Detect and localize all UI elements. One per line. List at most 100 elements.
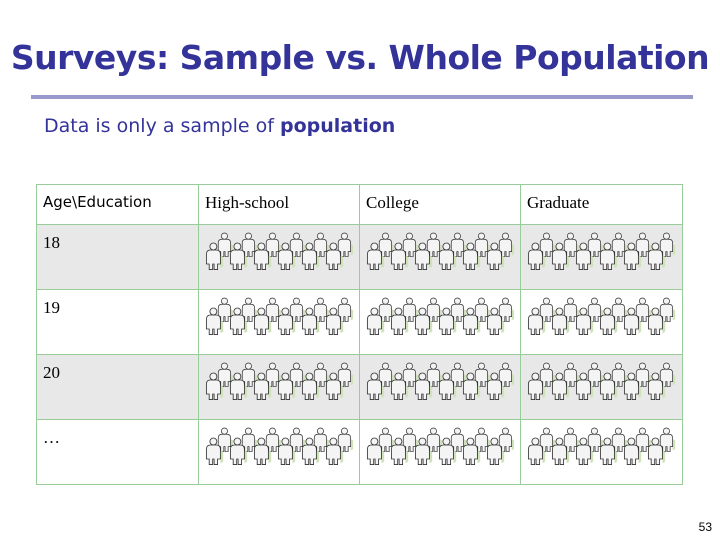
crowd-illustration (366, 362, 515, 401)
person-icon (575, 437, 594, 466)
person-icon (426, 362, 443, 387)
person-icon (623, 307, 642, 336)
age-label: 20 (43, 363, 60, 382)
subtitle-emphasis: population (280, 115, 396, 137)
header-cell: College (359, 184, 521, 225)
person-icon (659, 232, 676, 257)
header-label: Age\Education (43, 193, 152, 211)
person-icon (438, 242, 457, 271)
person-icon (301, 307, 320, 336)
crowd-cell (198, 419, 360, 485)
crowd-illustration (366, 297, 515, 336)
person-icon (265, 427, 282, 452)
person-icon (551, 242, 570, 271)
person-icon (277, 242, 296, 271)
person-icon (217, 297, 234, 322)
person-icon (217, 362, 234, 387)
person-icon (438, 307, 457, 336)
person-icon (647, 307, 666, 336)
person-icon (378, 232, 395, 257)
crowd-illustration (205, 362, 354, 401)
person-icon (277, 307, 296, 336)
person-icon (426, 232, 443, 257)
age-label: 18 (43, 233, 60, 252)
person-icon (402, 362, 419, 387)
person-icon (611, 362, 628, 387)
age-label: 19 (43, 298, 60, 317)
person-icon (527, 307, 546, 336)
age-cell: … (36, 419, 199, 485)
person-icon (635, 232, 652, 257)
crowd-cell (359, 354, 521, 420)
age-cell: 19 (36, 289, 199, 355)
person-icon (241, 232, 258, 257)
person-icon (450, 297, 467, 322)
table-row: … (36, 419, 683, 485)
header-label: Graduate (527, 193, 590, 212)
person-icon (390, 242, 409, 271)
person-icon (438, 372, 457, 401)
person-icon (402, 427, 419, 452)
person-icon (325, 307, 344, 336)
person-icon (289, 232, 306, 257)
person-icon (623, 242, 642, 271)
person-icon (390, 372, 409, 401)
person-icon (575, 242, 594, 271)
person-icon (486, 242, 505, 271)
crowd-cell (520, 224, 683, 290)
table-row: 19 (36, 289, 683, 355)
person-icon (253, 242, 272, 271)
crowd-cell (520, 354, 683, 420)
person-icon (474, 362, 491, 387)
crowd-illustration (205, 232, 354, 271)
person-icon (325, 242, 344, 271)
person-icon (563, 297, 580, 322)
person-icon (301, 372, 320, 401)
person-icon (647, 437, 666, 466)
title-underline (31, 95, 693, 99)
person-icon (205, 372, 224, 401)
person-icon (414, 437, 433, 466)
person-icon (205, 437, 224, 466)
person-icon (623, 372, 642, 401)
crowd-illustration (527, 297, 676, 336)
crowd-illustration (366, 232, 515, 271)
table-row: 18 (36, 224, 683, 290)
table-header-row: Age\Education High-school College Gradua… (36, 184, 683, 225)
slide-title: Surveys: Sample vs. Whole Population (10, 38, 710, 77)
header-cell: Age\Education (36, 184, 199, 225)
person-icon (253, 372, 272, 401)
person-icon (486, 437, 505, 466)
crowd-cell (198, 354, 360, 420)
person-icon (462, 437, 481, 466)
crowd-illustration (205, 297, 354, 336)
crowd-cell (520, 289, 683, 355)
person-icon (498, 427, 515, 452)
crowd-cell (359, 419, 521, 485)
person-icon (253, 437, 272, 466)
person-icon (450, 232, 467, 257)
person-icon (390, 437, 409, 466)
person-icon (527, 372, 546, 401)
person-icon (599, 307, 618, 336)
person-icon (337, 297, 354, 322)
person-icon (366, 307, 385, 336)
person-icon (426, 297, 443, 322)
person-icon (229, 372, 248, 401)
person-icon (414, 372, 433, 401)
crowd-illustration (366, 427, 515, 466)
crowd-cell (198, 289, 360, 355)
person-icon (414, 307, 433, 336)
person-icon (498, 232, 515, 257)
person-icon (551, 372, 570, 401)
person-icon (402, 232, 419, 257)
header-label: College (366, 193, 419, 212)
person-icon (486, 307, 505, 336)
person-icon (527, 242, 546, 271)
person-icon (253, 307, 272, 336)
person-icon (378, 297, 395, 322)
person-icon (474, 232, 491, 257)
person-icon (414, 242, 433, 271)
person-icon (229, 437, 248, 466)
person-icon (486, 372, 505, 401)
